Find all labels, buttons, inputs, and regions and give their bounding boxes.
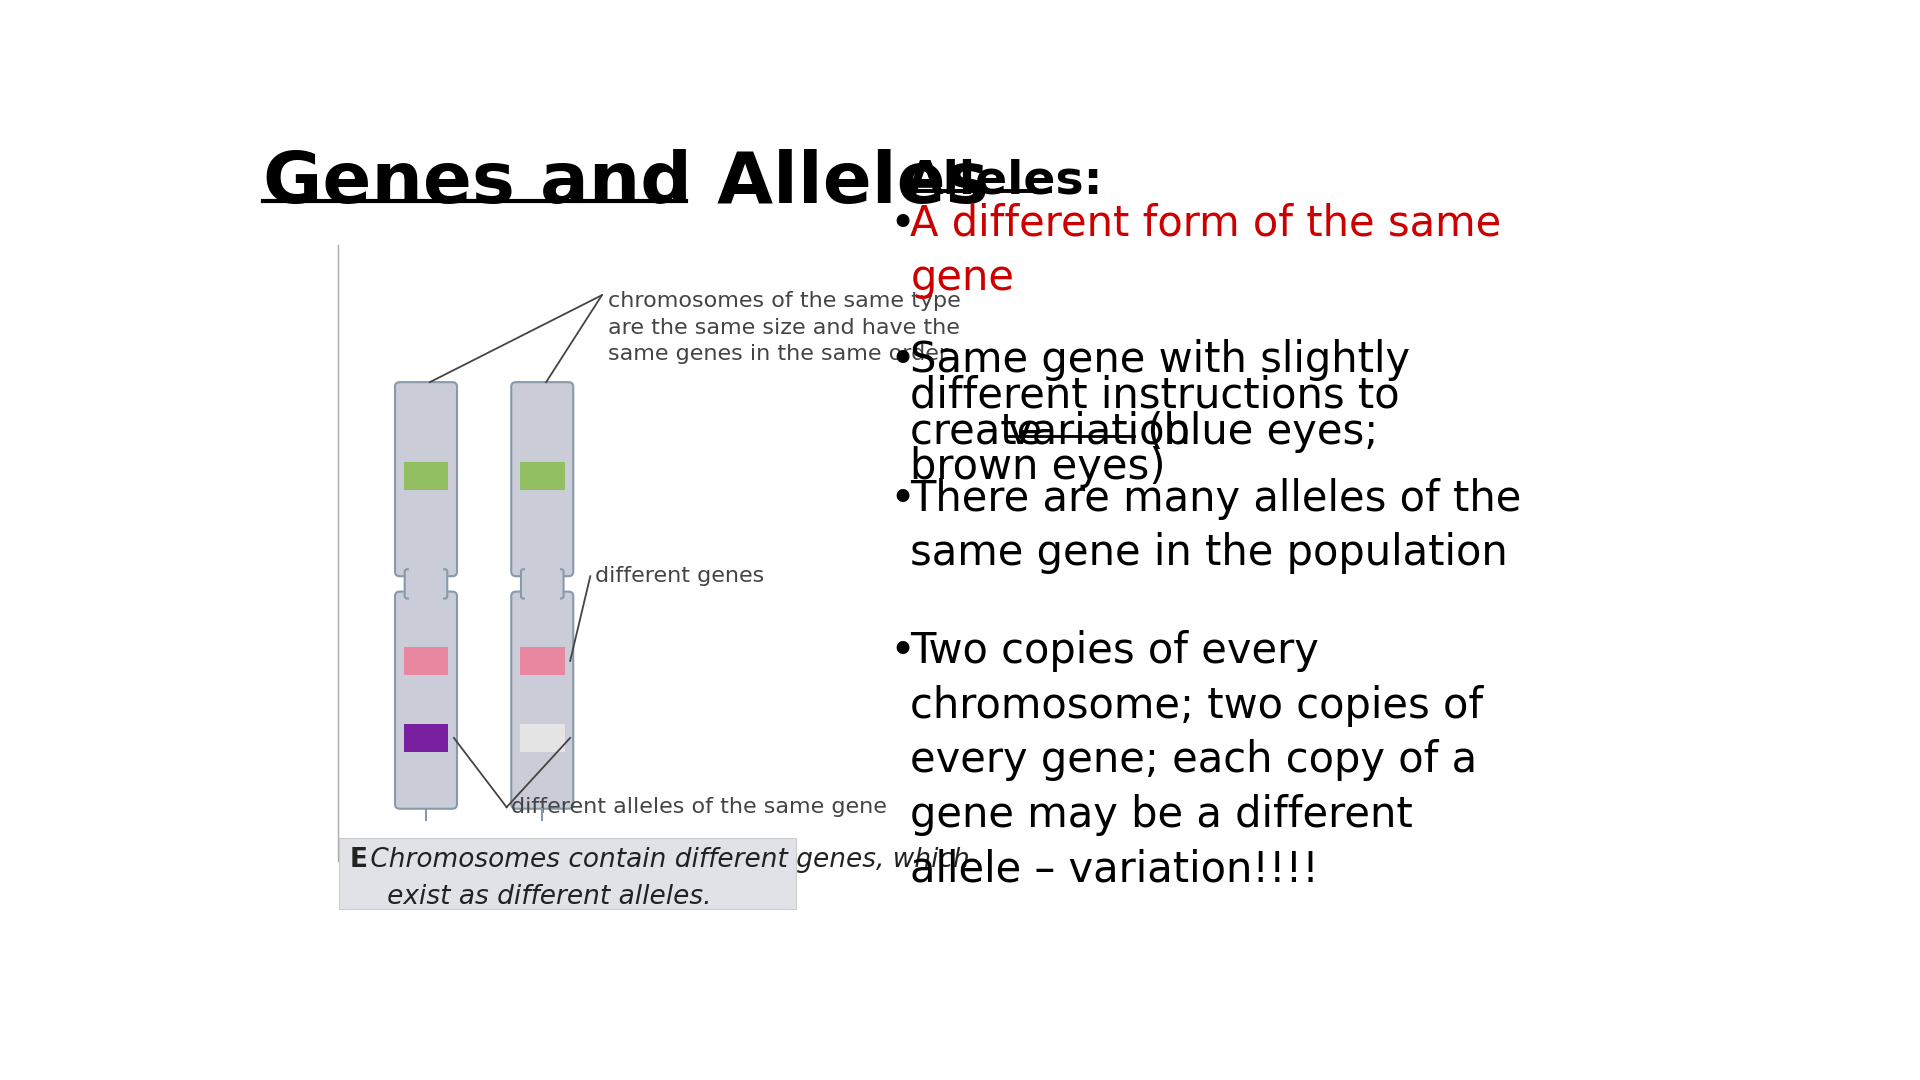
Text: chromosomes of the same type
are the same size and have the
same genes in the sa: chromosomes of the same type are the sam…: [609, 292, 960, 364]
Text: Two copies of every
chromosome; two copies of
every gene; each copy of a
gene ma: Two copies of every chromosome; two copi…: [910, 630, 1484, 890]
FancyBboxPatch shape: [405, 569, 447, 598]
Bar: [520, 724, 564, 752]
Bar: [524, 567, 559, 575]
Text: brown eyes): brown eyes): [910, 446, 1165, 488]
Text: create: create: [910, 410, 1056, 453]
Bar: [520, 462, 564, 490]
FancyBboxPatch shape: [511, 382, 574, 577]
Bar: [520, 647, 564, 675]
Text: (blue eyes;: (blue eyes;: [1133, 410, 1379, 453]
FancyBboxPatch shape: [396, 382, 457, 577]
Text: variation: variation: [1008, 410, 1192, 453]
Text: Genes and Alleles: Genes and Alleles: [263, 149, 989, 218]
Text: different instructions to: different instructions to: [910, 375, 1400, 417]
Text: Same gene with slightly: Same gene with slightly: [910, 339, 1411, 381]
Text: •: •: [889, 203, 916, 246]
Text: •: •: [889, 339, 916, 382]
Bar: [403, 462, 449, 490]
Text: A different form of the same
gene: A different form of the same gene: [910, 203, 1501, 299]
Bar: [524, 593, 559, 600]
Text: Alleles:: Alleles:: [906, 159, 1102, 204]
Bar: [403, 724, 449, 752]
FancyBboxPatch shape: [520, 569, 564, 598]
FancyBboxPatch shape: [511, 592, 574, 809]
FancyBboxPatch shape: [396, 592, 457, 809]
Text: •: •: [889, 477, 916, 521]
Text: different alleles of the same gene: different alleles of the same gene: [511, 797, 887, 818]
Text: There are many alleles of the
same gene in the population: There are many alleles of the same gene …: [910, 477, 1523, 575]
Text: •: •: [889, 630, 916, 673]
Text: Chromosomes contain different genes, which
   exist as different alleles.: Chromosomes contain different genes, whi…: [363, 847, 970, 910]
FancyBboxPatch shape: [340, 838, 797, 909]
Bar: [409, 593, 444, 600]
Text: different genes: different genes: [595, 566, 764, 586]
Bar: [409, 567, 444, 575]
Bar: [403, 647, 449, 675]
Text: E: E: [349, 847, 369, 874]
